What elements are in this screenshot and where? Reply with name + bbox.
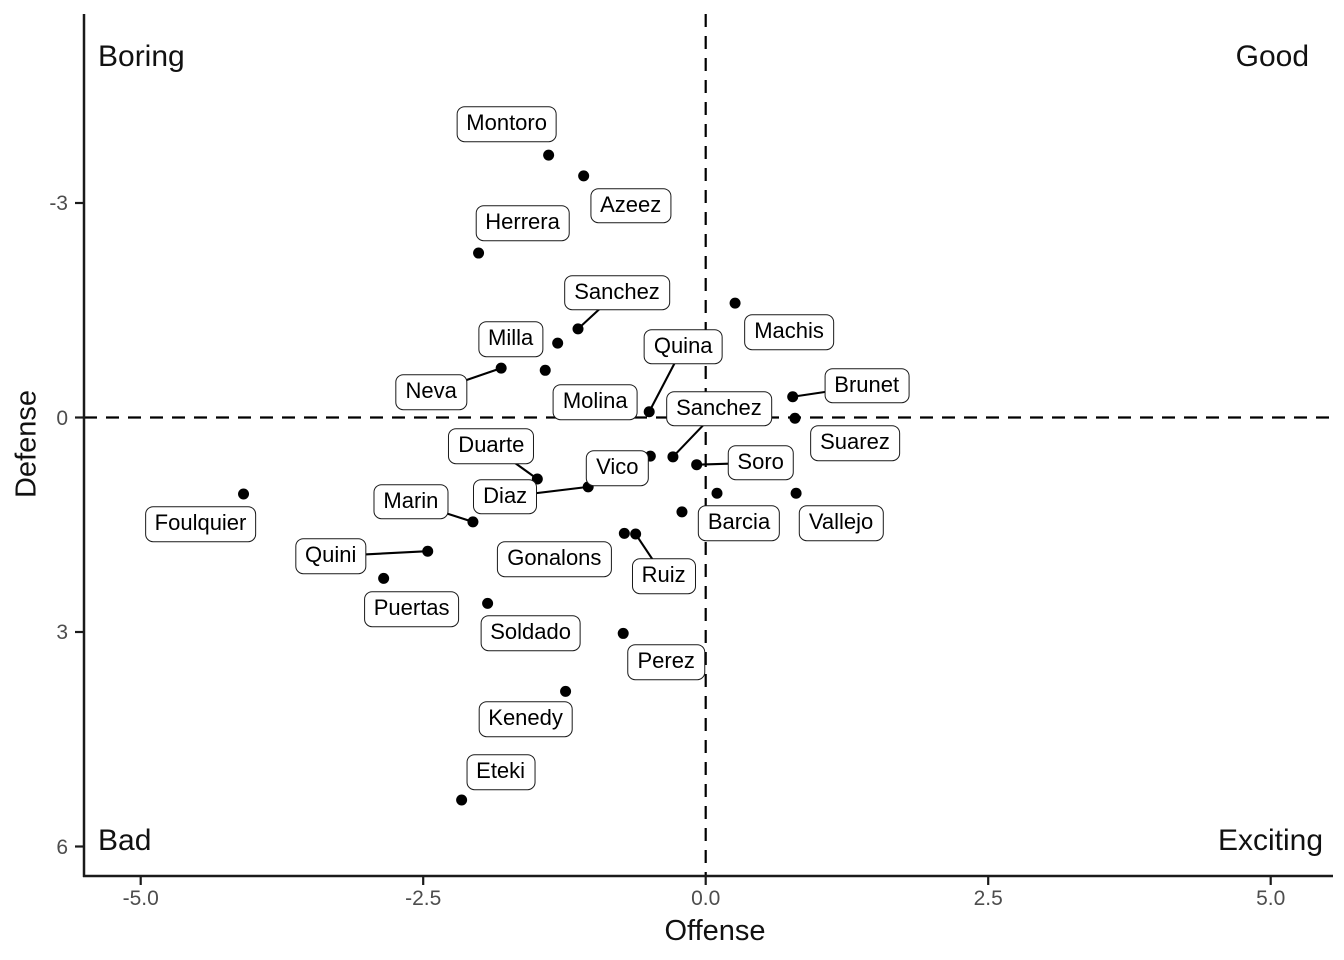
point-label-ruiz: Ruiz [631,558,696,594]
point-label-azeez: Azeez [590,188,672,224]
data-point-foulquier [238,488,250,500]
data-point-perez [617,627,629,639]
point-label-neva: Neva [395,374,467,410]
data-point-ruiz [630,528,642,540]
point-label-herrera: Herrera [475,205,570,241]
point-label-foulquier: Foulquier [144,506,257,542]
data-point-azeez [578,170,590,182]
x-axis-title: Offense [664,915,766,947]
point-label-brunet: Brunet [824,367,910,404]
y-tick-label: 6 [56,835,68,859]
data-point-quina [643,406,655,418]
data-point-puertas [378,572,390,584]
point-label-gonalons: Gonalons [497,541,612,578]
point-label-marin: Marin [373,484,449,520]
point-label-milla: Milla [478,321,544,357]
point-label-sanchez: Sanchez [666,391,772,427]
point-label-duarte: Duarte [448,428,535,464]
point-label-suarez: Suarez [810,425,900,461]
data-point-kenedy [560,685,572,697]
data-point-brunet [787,391,799,403]
point-label-sanchez: Sanchez [564,275,670,311]
data-point-sanchez [667,451,679,463]
data-point-neva [495,362,507,374]
data-point-soro [691,459,703,471]
point-label-eteki: Eteki [466,754,536,790]
x-tick-label: 0.0 [691,887,721,910]
data-point-milla [552,337,564,349]
quadrant-note-exciting: Exciting [1217,824,1323,857]
point-label-vallejo: Vallejo [798,505,884,542]
point-label-perez: Perez [627,644,705,681]
data-point-unlabeled [676,506,688,518]
point-label-puertas: Puertas [363,591,460,628]
y-tick-label: -3 [49,192,68,215]
point-label-soro: Soro [727,444,794,481]
point-label-quini: Quini [295,538,367,574]
point-label-quina: Quina [643,328,723,365]
x-tick-label: -5.0 [122,887,159,910]
point-label-vico: Vico [586,450,649,486]
y-tick-label: 0 [56,406,68,430]
y-axis-title: Defense [10,389,43,499]
x-tick-label: 5.0 [1256,887,1286,910]
y-tick-label: 3 [56,621,68,644]
point-label-molina: Molina [552,384,638,421]
data-point-barcia [711,487,723,499]
quadrant-note-bad: Bad [98,824,152,857]
x-tick-label: -2.5 [405,887,442,910]
quadrant-note-good: Good [1235,40,1309,73]
point-label-diaz: Diaz [473,479,538,515]
data-point-eteki [456,794,468,806]
data-point-molina [539,364,551,376]
quadrant-note-boring: Boring [98,40,185,73]
data-point-herrera [473,247,485,259]
point-label-montoro: Montoro [456,106,557,142]
point-label-barcia: Barcia [697,505,781,542]
point-label-machis: Machis [744,314,834,350]
data-point-montoro [543,149,555,161]
data-point-marin [467,516,479,528]
data-point-suarez [789,412,801,424]
data-point-soldado [482,597,494,609]
point-label-kenedy: Kenedy [478,701,573,738]
point-label-soldado: Soldado [480,615,581,652]
data-point-vallejo [790,487,802,499]
data-point-machis [729,297,741,309]
data-point-quini [422,545,434,557]
x-tick-label: 2.5 [973,887,1003,910]
data-point-gonalons [618,527,630,539]
data-point-sanchez [572,323,584,335]
